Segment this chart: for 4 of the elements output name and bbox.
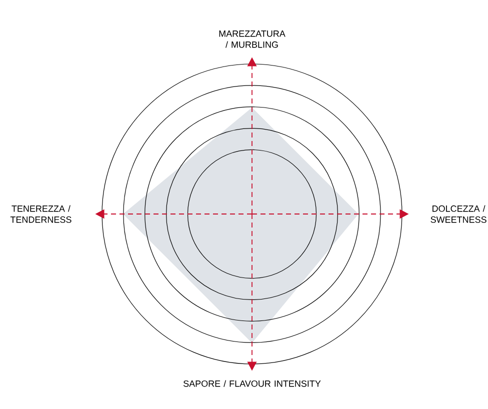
spoke-label: TENEREZZA / TENDERNESS	[10, 205, 72, 223]
spoke-label: MAREZZATURA / MURBLING	[219, 30, 286, 48]
spoke-label: DOLCEZZA / SWEETNESS	[430, 205, 486, 223]
spoke-label: SAPORE / FLAVOUR INTENSITY	[183, 380, 321, 387]
